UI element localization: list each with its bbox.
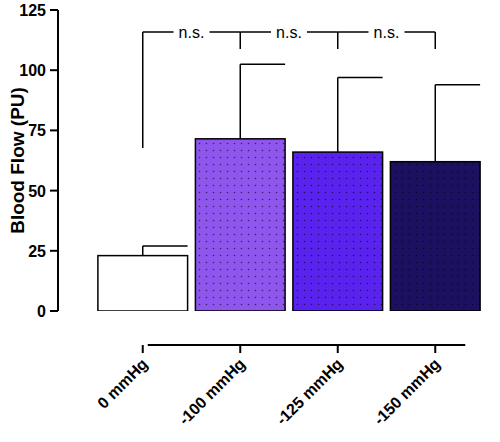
- bracket-drop: [142, 32, 144, 148]
- annotation-bg: [369, 23, 405, 41]
- y-tick: [50, 129, 58, 131]
- y-axis: [57, 10, 59, 311]
- y-tick: [50, 69, 58, 71]
- bar: [390, 162, 480, 311]
- error-bar: [240, 64, 285, 139]
- x-tick: [142, 345, 144, 353]
- error-cap: [240, 63, 285, 65]
- x-tick: [337, 345, 339, 353]
- annotation-bg: [174, 23, 210, 41]
- annotation: n.s.: [179, 24, 205, 41]
- bar: [195, 139, 285, 311]
- y-tick-label: 100: [19, 62, 46, 79]
- x-axis: [148, 344, 466, 346]
- chart: 0 25 50 75 100 125 Blood Flow (PU) 0 mmHg -100 m…: [0, 0, 500, 442]
- y-tick-label: 75: [28, 122, 46, 139]
- x-tick: [434, 345, 436, 353]
- y-tick-label: 50: [28, 183, 46, 200]
- bracket-drop: [240, 32, 242, 49]
- error-bar: [338, 77, 383, 152]
- y-tick-label: 25: [28, 243, 46, 260]
- error-cap: [338, 77, 383, 79]
- x-tick: [239, 345, 241, 353]
- x-tick-label: 0 mmHg: [94, 355, 151, 412]
- y-tick: [50, 250, 58, 252]
- annotation: n.s.: [276, 24, 302, 41]
- y-tick: [50, 190, 58, 192]
- error-stem: [337, 77, 339, 152]
- bracket-drop: [435, 32, 437, 49]
- bar: [98, 256, 188, 311]
- y-axis-label: Blood Flow (PU): [7, 87, 28, 234]
- error-cap: [143, 245, 188, 247]
- error-stem: [142, 246, 144, 256]
- x-tick-label: -125 mmHg: [273, 355, 346, 428]
- annotation: n.s.: [374, 24, 400, 41]
- bar: [293, 152, 383, 311]
- error-stem: [240, 64, 242, 139]
- y-tick: [50, 9, 58, 11]
- error-bar: [143, 246, 188, 256]
- bracket-drop: [337, 32, 339, 49]
- y-tick-label: 0: [37, 303, 46, 320]
- x-tick-label: -150 mmHg: [370, 355, 443, 428]
- error-stem: [435, 85, 437, 162]
- error-bar: [435, 85, 480, 162]
- x-tick-label: -100 mmHg: [175, 355, 248, 428]
- annotation-bg: [271, 23, 307, 41]
- y-tick: [50, 310, 58, 312]
- y-tick-label: 125: [19, 2, 46, 19]
- bars: [98, 64, 480, 311]
- error-cap: [435, 84, 480, 86]
